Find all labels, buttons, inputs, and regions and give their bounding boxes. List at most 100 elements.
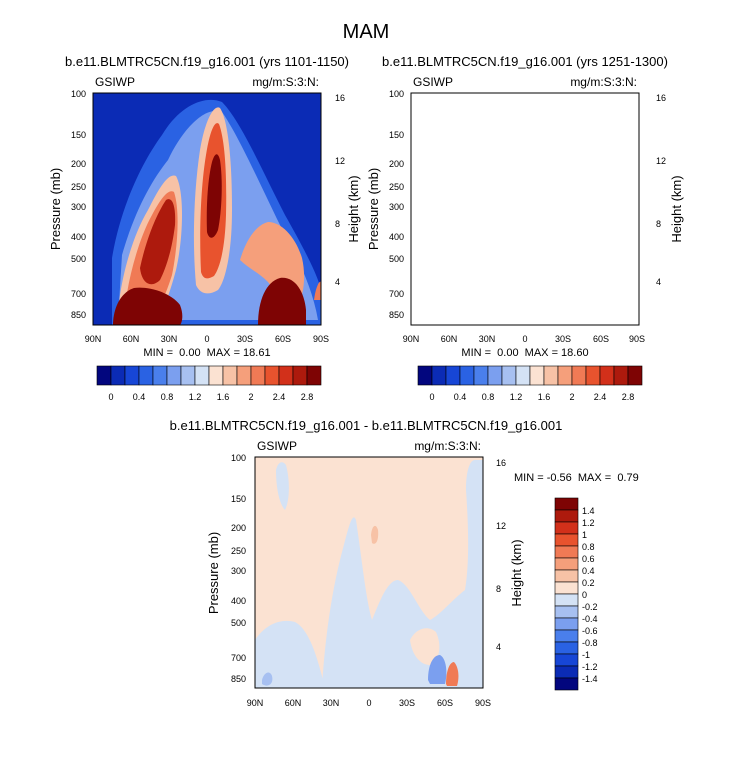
colorbar-2-labels: 0 0.4 0.8 1.2 1.6 2 2.4 2.8 [429,392,634,402]
panel-2-sh-base [576,278,624,325]
colorbar-3-swatch [554,641,579,655]
colorbar-2-label: 0.8 [482,392,495,402]
panel-1-x-ticks: 90N 60N 30N 0 30S 60S 90S [85,334,329,344]
panel-2-field [411,93,639,325]
panel-1-field [93,93,321,325]
panel-3-ytick: 250 [231,546,246,556]
panel-1-xtick: 0 [204,334,209,344]
panel-2-nh-tower-core [458,199,493,284]
panel-2-ytick: 700 [389,289,404,299]
panel-2-ylabel-right: Height (km) [669,175,684,242]
cbar1-swatch [138,365,154,386]
panel-3-pos-island [410,628,440,665]
colorbar-2 [417,365,643,386]
colorbar-1 [96,365,322,386]
panel-2-xtick: 30N [479,334,496,344]
colorbar-1-label: 2.4 [273,392,286,402]
cbar1-swatch [152,365,168,386]
colorbar-1-label: 0 [108,392,113,402]
panel-3-xtick: 0 [366,698,371,708]
cbar2-swatch [627,365,643,386]
panel-2-envelope-light [436,111,636,320]
panel-2-sh-band [558,222,622,305]
panel-1-ytick: 250 [71,182,86,192]
panel-1: b.e11.BLMTRC5CN.f19_g16.001 (yrs 1101-11… [48,54,361,359]
panel-1-ytick: 200 [71,159,86,169]
cbar2-swatch [459,365,475,386]
cbar2-swatch [417,365,433,386]
panel-3-x-ticks: 90N 60N 30N 0 30S 60S 90S [247,698,491,708]
panel-2-ytick-right: 8 [656,219,661,229]
panel-3-field [255,457,483,688]
panel-2-ytick: 400 [389,232,404,242]
cbar1-swatch [264,365,280,386]
panel-1-ytick-right: 8 [335,219,340,229]
panel-3-y-ticks-right: 16 12 8 4 [496,458,506,652]
colorbar-3-label: 0.4 [582,566,595,576]
cbar1-swatch [278,365,294,386]
colorbar-3 [554,497,579,691]
panel-3-y-ticks: 100 150 200 250 300 400 500 700 850 [231,453,246,684]
colorbar-1-label: 1.6 [217,392,230,402]
panel-3-frame [254,456,484,689]
panel-2-ytick: 150 [389,130,404,140]
cbar1-swatch [208,365,224,386]
panel-1-y-ticks-right: 16 12 8 4 [335,93,345,287]
panel-1-sh-edge [314,281,321,300]
panel-3-neg-core [428,655,447,684]
panel-1-ytick: 150 [71,130,86,140]
colorbar-2-label: 0 [429,392,434,402]
panel-3-ytick: 500 [231,618,246,628]
colorbar-2-label: 2 [569,392,574,402]
panel-2-trop-tower-mid [518,123,544,278]
colorbar-2-label: 2.4 [594,392,607,402]
panel-3-right-label: mg/m:S:3:N: [414,439,481,453]
panel-3-stats: MIN = -0.56 MAX = 0.79 [514,472,639,484]
panel-3-xtick: 90N [247,698,264,708]
cbar2-swatch [585,365,601,386]
cbar1-swatch [292,365,308,386]
panel-1-xtick: 60N [123,334,140,344]
colorbar-3-swatch [554,581,579,595]
colorbar-1-label: 2 [248,392,253,402]
panel-2-envelope [430,100,639,325]
panel-3-ytick: 700 [231,653,246,663]
panel-1-right-label: mg/m:S:3:N: [252,75,319,89]
panel-1-ytick: 100 [71,89,86,99]
panel-3-xtick: 60N [285,698,302,708]
colorbar-2-label: 1.6 [538,392,551,402]
panel-2-y-ticks-right: 16 12 8 4 [656,93,666,287]
panel-2-nh-tower [436,175,500,322]
colorbar-3-swatch [554,653,579,667]
panel-1-sh-base [258,277,306,325]
colorbar-3-swatch [554,617,579,631]
panel-1-left-label: GSIWP [95,75,135,89]
cbar2-swatch [515,365,531,386]
colorbar-3-swatch [554,569,579,583]
panel-3-pos-core [446,662,459,686]
colorbar-3-label: 1.2 [582,518,595,528]
panel-3-neg-spot [262,672,273,686]
cbar1-swatch [180,365,196,386]
panel-2-ytick: 100 [389,89,404,99]
page-title: MAM [343,21,390,43]
panel-2-ylabel: Pressure (mb) [366,168,381,250]
colorbar-3-label: 0.2 [582,578,595,588]
panel-1-title: b.e11.BLMTRC5CN.f19_g16.001 (yrs 1101-11… [65,54,349,69]
panel-3-xtick: 30S [399,698,415,708]
panel-2-ytick: 500 [389,254,404,264]
panel-3-ylabel: Pressure (mb) [206,532,221,614]
panel-3-ytick-right: 4 [496,642,501,652]
cbar1-swatch [96,365,112,386]
colorbar-3-label: -0.2 [582,602,598,612]
cbar1-swatch [194,365,210,386]
panel-2-ytick: 200 [389,159,404,169]
panel-1-ylabel: Pressure (mb) [48,168,63,250]
cbar2-swatch [487,365,503,386]
panel-2-ytick: 300 [389,202,404,212]
cbar2-swatch [529,365,545,386]
colorbar-3-swatch [554,533,579,547]
panel-2: b.e11.BLMTRC5CN.f19_g16.001 (yrs 1251-13… [366,54,684,359]
panel-1-nh-base [113,287,183,325]
